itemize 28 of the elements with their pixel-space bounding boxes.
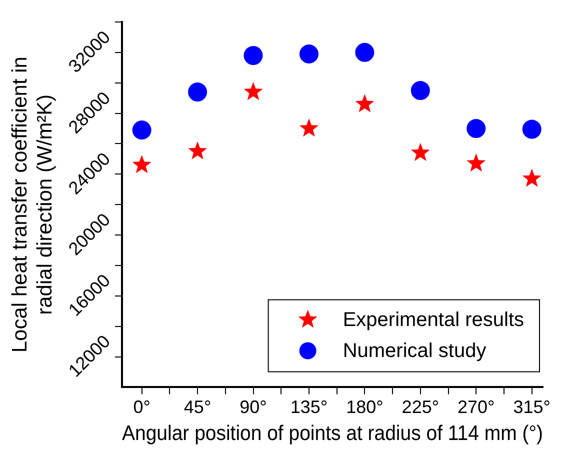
point (522, 120, 542, 139)
point (132, 120, 152, 140)
point (132, 155, 152, 174)
point (355, 94, 374, 112)
point (466, 154, 486, 172)
x-tick-label: 135° (290, 396, 328, 417)
x-tick-label: 45° (184, 396, 212, 417)
point (299, 44, 318, 64)
x-tick-label: 270° (458, 396, 495, 417)
point (244, 46, 263, 65)
point (188, 141, 208, 160)
x-tick-label: 180° (346, 396, 384, 417)
x-tick-label: 90° (240, 396, 267, 417)
x-tick-label: 0° (133, 396, 150, 417)
x-tick-label: 225° (402, 396, 440, 417)
legend-label: Numerical study (342, 340, 486, 362)
x-axis-title: Angular position of points at radius of 114 mm (°) (122, 422, 543, 446)
legend-label: Experimental results (342, 309, 524, 332)
point (355, 42, 374, 62)
point (299, 118, 318, 137)
y-axis-title: Local heat transfer coefficient in radial direction (W/m²K) (8, 56, 57, 353)
x-tick-label: 315° (513, 396, 550, 417)
point (522, 168, 542, 187)
point (410, 142, 430, 161)
point (410, 80, 430, 100)
point (466, 119, 486, 138)
point (244, 82, 263, 100)
point (188, 82, 208, 102)
